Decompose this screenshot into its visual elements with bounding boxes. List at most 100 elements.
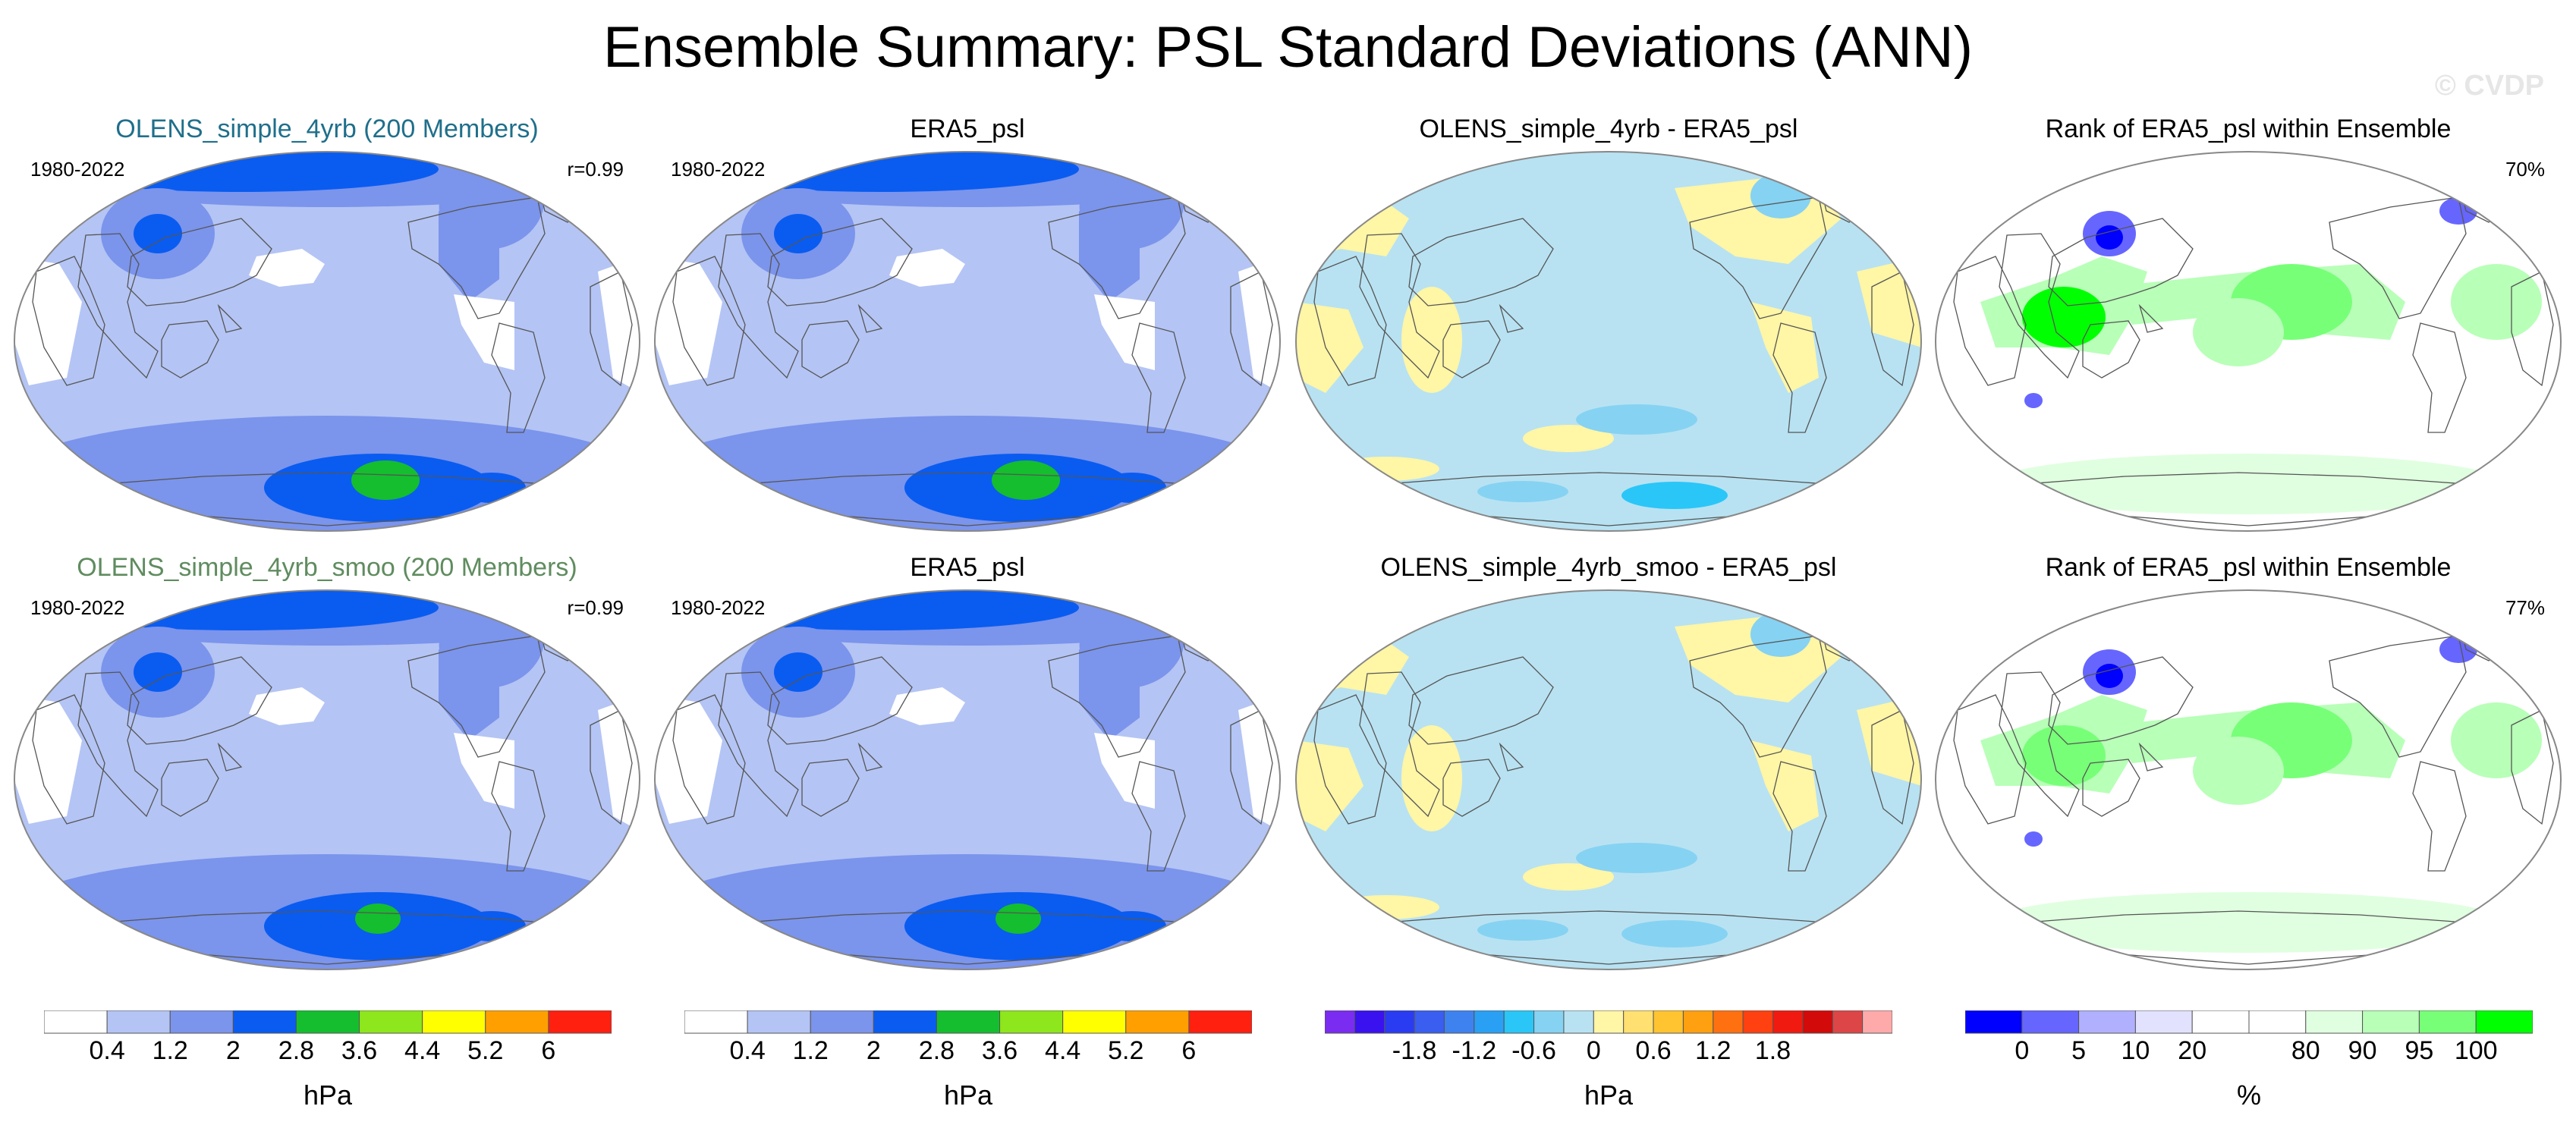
colorbar-tick: 1.2 bbox=[153, 1036, 188, 1065]
field-rank-africa bbox=[2451, 702, 2542, 778]
colorbar-4: 0 5 10 20 80 90 95 100% bbox=[1964, 1010, 2534, 1147]
coastline-2 bbox=[2048, 656, 2194, 745]
map-border bbox=[1935, 589, 2562, 970]
panel-title: OLENS_simple_4yrb - ERA5_psl bbox=[1419, 115, 1798, 143]
colorbar-swatch bbox=[1802, 1010, 1833, 1034]
coastline-6 bbox=[1953, 694, 2027, 825]
map-diff bbox=[1295, 151, 1922, 532]
map-fill bbox=[1296, 152, 1921, 531]
field-aleutian-max bbox=[774, 652, 822, 692]
coastline-4 bbox=[801, 759, 860, 817]
colorbar-tick: 0.6 bbox=[1635, 1036, 1671, 1065]
coastline-6 bbox=[1313, 694, 1387, 825]
colorbar-tick: 6 bbox=[1181, 1036, 1196, 1065]
coastline-5 bbox=[77, 233, 159, 379]
field-positive-indian bbox=[1296, 302, 1363, 393]
stat-label: r=0.99 bbox=[567, 596, 624, 619]
colorbar-swatch bbox=[422, 1010, 486, 1034]
field-southern-max bbox=[992, 460, 1060, 500]
field-neg-south-pacific bbox=[1576, 843, 1697, 873]
coastline-5 bbox=[718, 233, 799, 379]
colorbar-tick: 100 bbox=[2455, 1036, 2498, 1065]
map-diff bbox=[1295, 589, 1922, 970]
coastline-1 bbox=[2412, 322, 2467, 433]
period-label: 1980-2022 bbox=[671, 596, 766, 619]
colorbar-swatch bbox=[1862, 1010, 1893, 1034]
colorbar-swatches: 0 5 10 20 80 90 95 100 bbox=[1964, 1010, 2534, 1065]
field-positive-south-indian bbox=[1333, 457, 1439, 481]
field-low-variability-pacific bbox=[889, 249, 965, 287]
colorbar-swatch bbox=[548, 1010, 612, 1034]
main-title: Ensemble Summary: PSL Standard Deviation… bbox=[603, 15, 1973, 80]
colorbar-tick: 1.2 bbox=[1695, 1036, 1731, 1065]
field-neg-north-atlantic bbox=[1750, 173, 1811, 218]
coastline-3 bbox=[2138, 742, 2164, 771]
colorbar-swatches: 0.4 1.2 2 2.8 3.6 4.4 5.2 6 bbox=[684, 1010, 1253, 1065]
colorbar-swatch bbox=[232, 1010, 297, 1034]
coastline-6 bbox=[1313, 256, 1387, 386]
colorbar-swatch bbox=[485, 1010, 549, 1034]
colorbar-tick: 0.4 bbox=[729, 1036, 765, 1065]
colorbar-tick: 0 bbox=[2015, 1036, 2029, 1065]
panel-title: ERA5_psl bbox=[910, 553, 1025, 582]
colorbar-swatch bbox=[1964, 1010, 2023, 1034]
panel-title: OLENS_simple_4yrb_smoo (200 Members) bbox=[77, 553, 577, 582]
field-low-variability-pacific bbox=[249, 687, 325, 725]
colorbar-swatch bbox=[747, 1010, 811, 1034]
coastline-6 bbox=[32, 256, 105, 386]
colorbar-tick: 90 bbox=[2348, 1036, 2377, 1065]
stat-label: r=0.99 bbox=[567, 158, 624, 181]
coastline-4 bbox=[801, 320, 860, 379]
colorbar-swatch bbox=[1713, 1010, 1744, 1034]
coastline-0 bbox=[407, 196, 546, 319]
field-positive-south-pacific bbox=[1523, 425, 1614, 452]
stat-label: 77% bbox=[2505, 596, 2545, 619]
coastline-0 bbox=[1048, 196, 1186, 319]
coastline-0 bbox=[1048, 635, 1186, 758]
colorbar-swatch bbox=[2078, 1010, 2136, 1034]
colorbar-tick: 3.6 bbox=[341, 1036, 377, 1065]
colorbar-swatch bbox=[106, 1010, 171, 1034]
field-low-variability-indian bbox=[655, 256, 722, 385]
colorbar-swatch bbox=[936, 1010, 1001, 1034]
colorbar-swatch bbox=[684, 1010, 748, 1034]
colorbar-tick: 80 bbox=[2291, 1036, 2320, 1065]
map-border bbox=[14, 589, 640, 970]
coastline-3 bbox=[857, 303, 883, 333]
colorbar-2: 0.4 1.2 2 2.8 3.6 4.4 5.2 6 hPa bbox=[684, 1010, 1253, 1147]
coastline-4 bbox=[2082, 320, 2140, 379]
colorbar-swatch bbox=[2305, 1010, 2364, 1034]
colorbar-swatch bbox=[1593, 1010, 1625, 1034]
panel-2: ERA5_psl 1980-2022 bbox=[654, 112, 1281, 537]
coastline-3 bbox=[2138, 303, 2164, 333]
colorbar-swatch bbox=[810, 1010, 874, 1034]
colorbar-swatch bbox=[1772, 1010, 1804, 1034]
field-southern-max bbox=[351, 460, 420, 500]
colorbar-units: % bbox=[2236, 1079, 2261, 1111]
coastline-4 bbox=[161, 320, 219, 379]
panel-8: Rank of ERA5_psl within Ensemble 77% bbox=[1935, 551, 2562, 976]
coastline-4 bbox=[2082, 759, 2140, 817]
field-positive-indian bbox=[1296, 740, 1363, 831]
field-rank-africa bbox=[2451, 264, 2542, 340]
field-neg-southern-ocean bbox=[1621, 920, 1728, 947]
coastline-5 bbox=[718, 671, 799, 818]
coastline-1 bbox=[491, 761, 546, 872]
coastline-6 bbox=[672, 256, 746, 386]
colorbar-swatch bbox=[1125, 1010, 1190, 1034]
panel-6: ERA5_psl 1980-2022 bbox=[654, 551, 1281, 976]
coastline-3 bbox=[1499, 303, 1524, 333]
colorbar-tick: 2.8 bbox=[278, 1036, 314, 1065]
period-label: 1980-2022 bbox=[30, 596, 125, 619]
field-neg-southern-ocean bbox=[1621, 482, 1728, 509]
field-aleutian-max bbox=[774, 214, 822, 253]
watermark: © CVDP bbox=[2434, 70, 2544, 102]
field-low-variability-pacific bbox=[889, 687, 965, 725]
colorbar-swatch bbox=[2475, 1010, 2534, 1034]
map-fill bbox=[1936, 152, 2561, 531]
field-rank-indian-low bbox=[2024, 393, 2043, 408]
colorbar-swatch bbox=[2362, 1010, 2420, 1034]
field-positive-south-america bbox=[1750, 740, 1819, 831]
colorbar-tick: 5 bbox=[2071, 1036, 2086, 1065]
colorbar-tick: -1.8 bbox=[1392, 1036, 1437, 1065]
